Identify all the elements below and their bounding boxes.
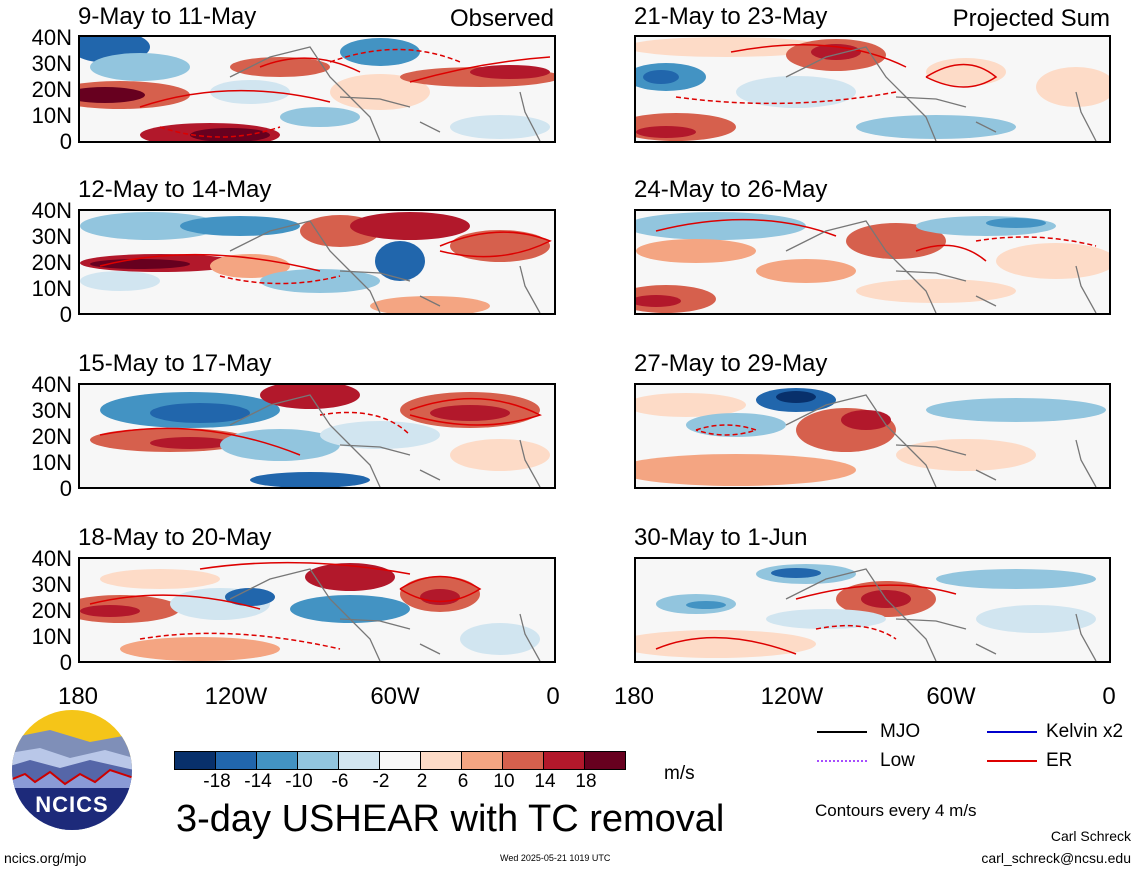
x-tick-label: 180: [57, 683, 99, 710]
panel-label-projected: Projected Sum: [952, 5, 1110, 32]
colorbar-swatch: [339, 752, 380, 769]
colorbar-swatch: [585, 752, 625, 769]
legend-label-mjo: MJO: [880, 721, 921, 742]
y-tick-label: 10N: [31, 450, 72, 475]
panel-title-5: 21-May to 23-May: [634, 3, 828, 30]
legend-line-low: [817, 760, 867, 762]
y-tick-label: 40N: [31, 25, 72, 50]
colorbar-units: m/s: [664, 763, 695, 784]
colorbar-swatch: [298, 752, 339, 769]
colorbar-swatch: [380, 752, 421, 769]
colorbar-swatch: [503, 752, 544, 769]
y-tick-label: 0: [59, 476, 72, 501]
legend-line-er: [987, 760, 1037, 762]
legend-label-low: Low: [880, 750, 915, 771]
colorbar-swatch: [421, 752, 462, 769]
legend-line-kelvin: [987, 731, 1037, 733]
y-tick-label: 0: [59, 129, 72, 154]
y-tick-label: 0: [59, 650, 72, 675]
y-tick-label: 30N: [31, 398, 72, 423]
colorbar-label: 10: [493, 771, 515, 792]
legend-label-er: ER: [1046, 750, 1073, 771]
panel-title-7: 27-May to 29-May: [634, 350, 828, 377]
y-tick-label: 10N: [31, 103, 72, 128]
panel-title-3: 15-May to 17-May: [78, 350, 272, 377]
x-tick-label: 60W: [370, 683, 420, 710]
y-tick-label: 30N: [31, 51, 72, 76]
x-tick-label: 120W: [760, 683, 824, 710]
colorbar: [174, 751, 626, 770]
map-panel-observed-3: [78, 383, 556, 489]
map-panel-observed-2: [78, 209, 556, 315]
colorbar-swatch: [462, 752, 503, 769]
x-tick-label: 60W: [926, 683, 976, 710]
y-tick-label: 0: [59, 302, 72, 327]
x-tick-label: 0: [546, 683, 560, 710]
colorbar-label: 6: [457, 771, 469, 792]
colorbar-label: -2: [372, 771, 390, 792]
y-tick-label: 20N: [31, 77, 72, 102]
footer-website: ncics.org/mjo: [4, 850, 87, 866]
footer-email: carl_schreck@ncsu.edu: [981, 850, 1131, 866]
map-panel-projected-1: [634, 35, 1111, 143]
y-tick-label: 40N: [31, 198, 72, 223]
y-tick-label: 20N: [31, 424, 72, 449]
colorbar-label: -6: [331, 771, 349, 792]
y-tick-label: 10N: [31, 624, 72, 649]
legend-line-mjo: [817, 731, 867, 733]
panel-title-8: 30-May to 1-Jun: [634, 524, 808, 551]
footer-author: Carl Schreck: [1050, 828, 1131, 844]
ncics-logo: NCICS: [10, 708, 134, 832]
y-tick-label: 20N: [31, 250, 72, 275]
y-tick-label: 40N: [31, 372, 72, 397]
panel-title-2: 12-May to 14-May: [78, 176, 272, 203]
map-panel-projected-2: [634, 209, 1111, 315]
colorbar-label: 18: [575, 771, 597, 792]
colorbar-swatch: [216, 752, 257, 769]
colorbar-swatch: [544, 752, 585, 769]
footer-timestamp: Wed 2025-05-21 1019 UTC: [500, 853, 611, 863]
map-panel-projected-4: [634, 557, 1111, 663]
legend-label-kelvin: Kelvin x2: [1046, 721, 1124, 742]
colorbar-label: -18: [203, 771, 231, 792]
map-panel-observed-4: [78, 557, 556, 663]
x-tick-label: 0: [1102, 683, 1116, 710]
colorbar-label: 14: [534, 771, 556, 792]
panel-label-observed: Observed: [449, 5, 554, 32]
x-tick-label: 180: [613, 683, 655, 710]
colorbar-label: 2: [416, 771, 428, 792]
y-tick-label: 30N: [31, 224, 72, 249]
colorbar-label: -14: [244, 771, 272, 792]
main-title: 3-day USHEAR with TC removal: [176, 798, 725, 840]
y-tick-label: 10N: [31, 276, 72, 301]
y-tick-label: 20N: [31, 598, 72, 623]
y-tick-label: 30N: [31, 572, 72, 597]
panel-title-6: 24-May to 26-May: [634, 176, 828, 203]
y-tick-label: 40N: [31, 546, 72, 571]
logo-text: NCICS: [35, 792, 109, 817]
x-tick-label: 120W: [204, 683, 268, 710]
panel-title-1: 9-May to 11-May: [78, 3, 257, 30]
contour-note: Contours every 4 m/s: [815, 801, 977, 820]
colorbar-swatch: [175, 752, 216, 769]
colorbar-swatch: [257, 752, 298, 769]
map-panel-observed-1: [78, 35, 556, 143]
map-panel-projected-3: [634, 383, 1111, 489]
panel-title-4: 18-May to 20-May: [78, 524, 272, 551]
colorbar-label: -10: [285, 771, 313, 792]
